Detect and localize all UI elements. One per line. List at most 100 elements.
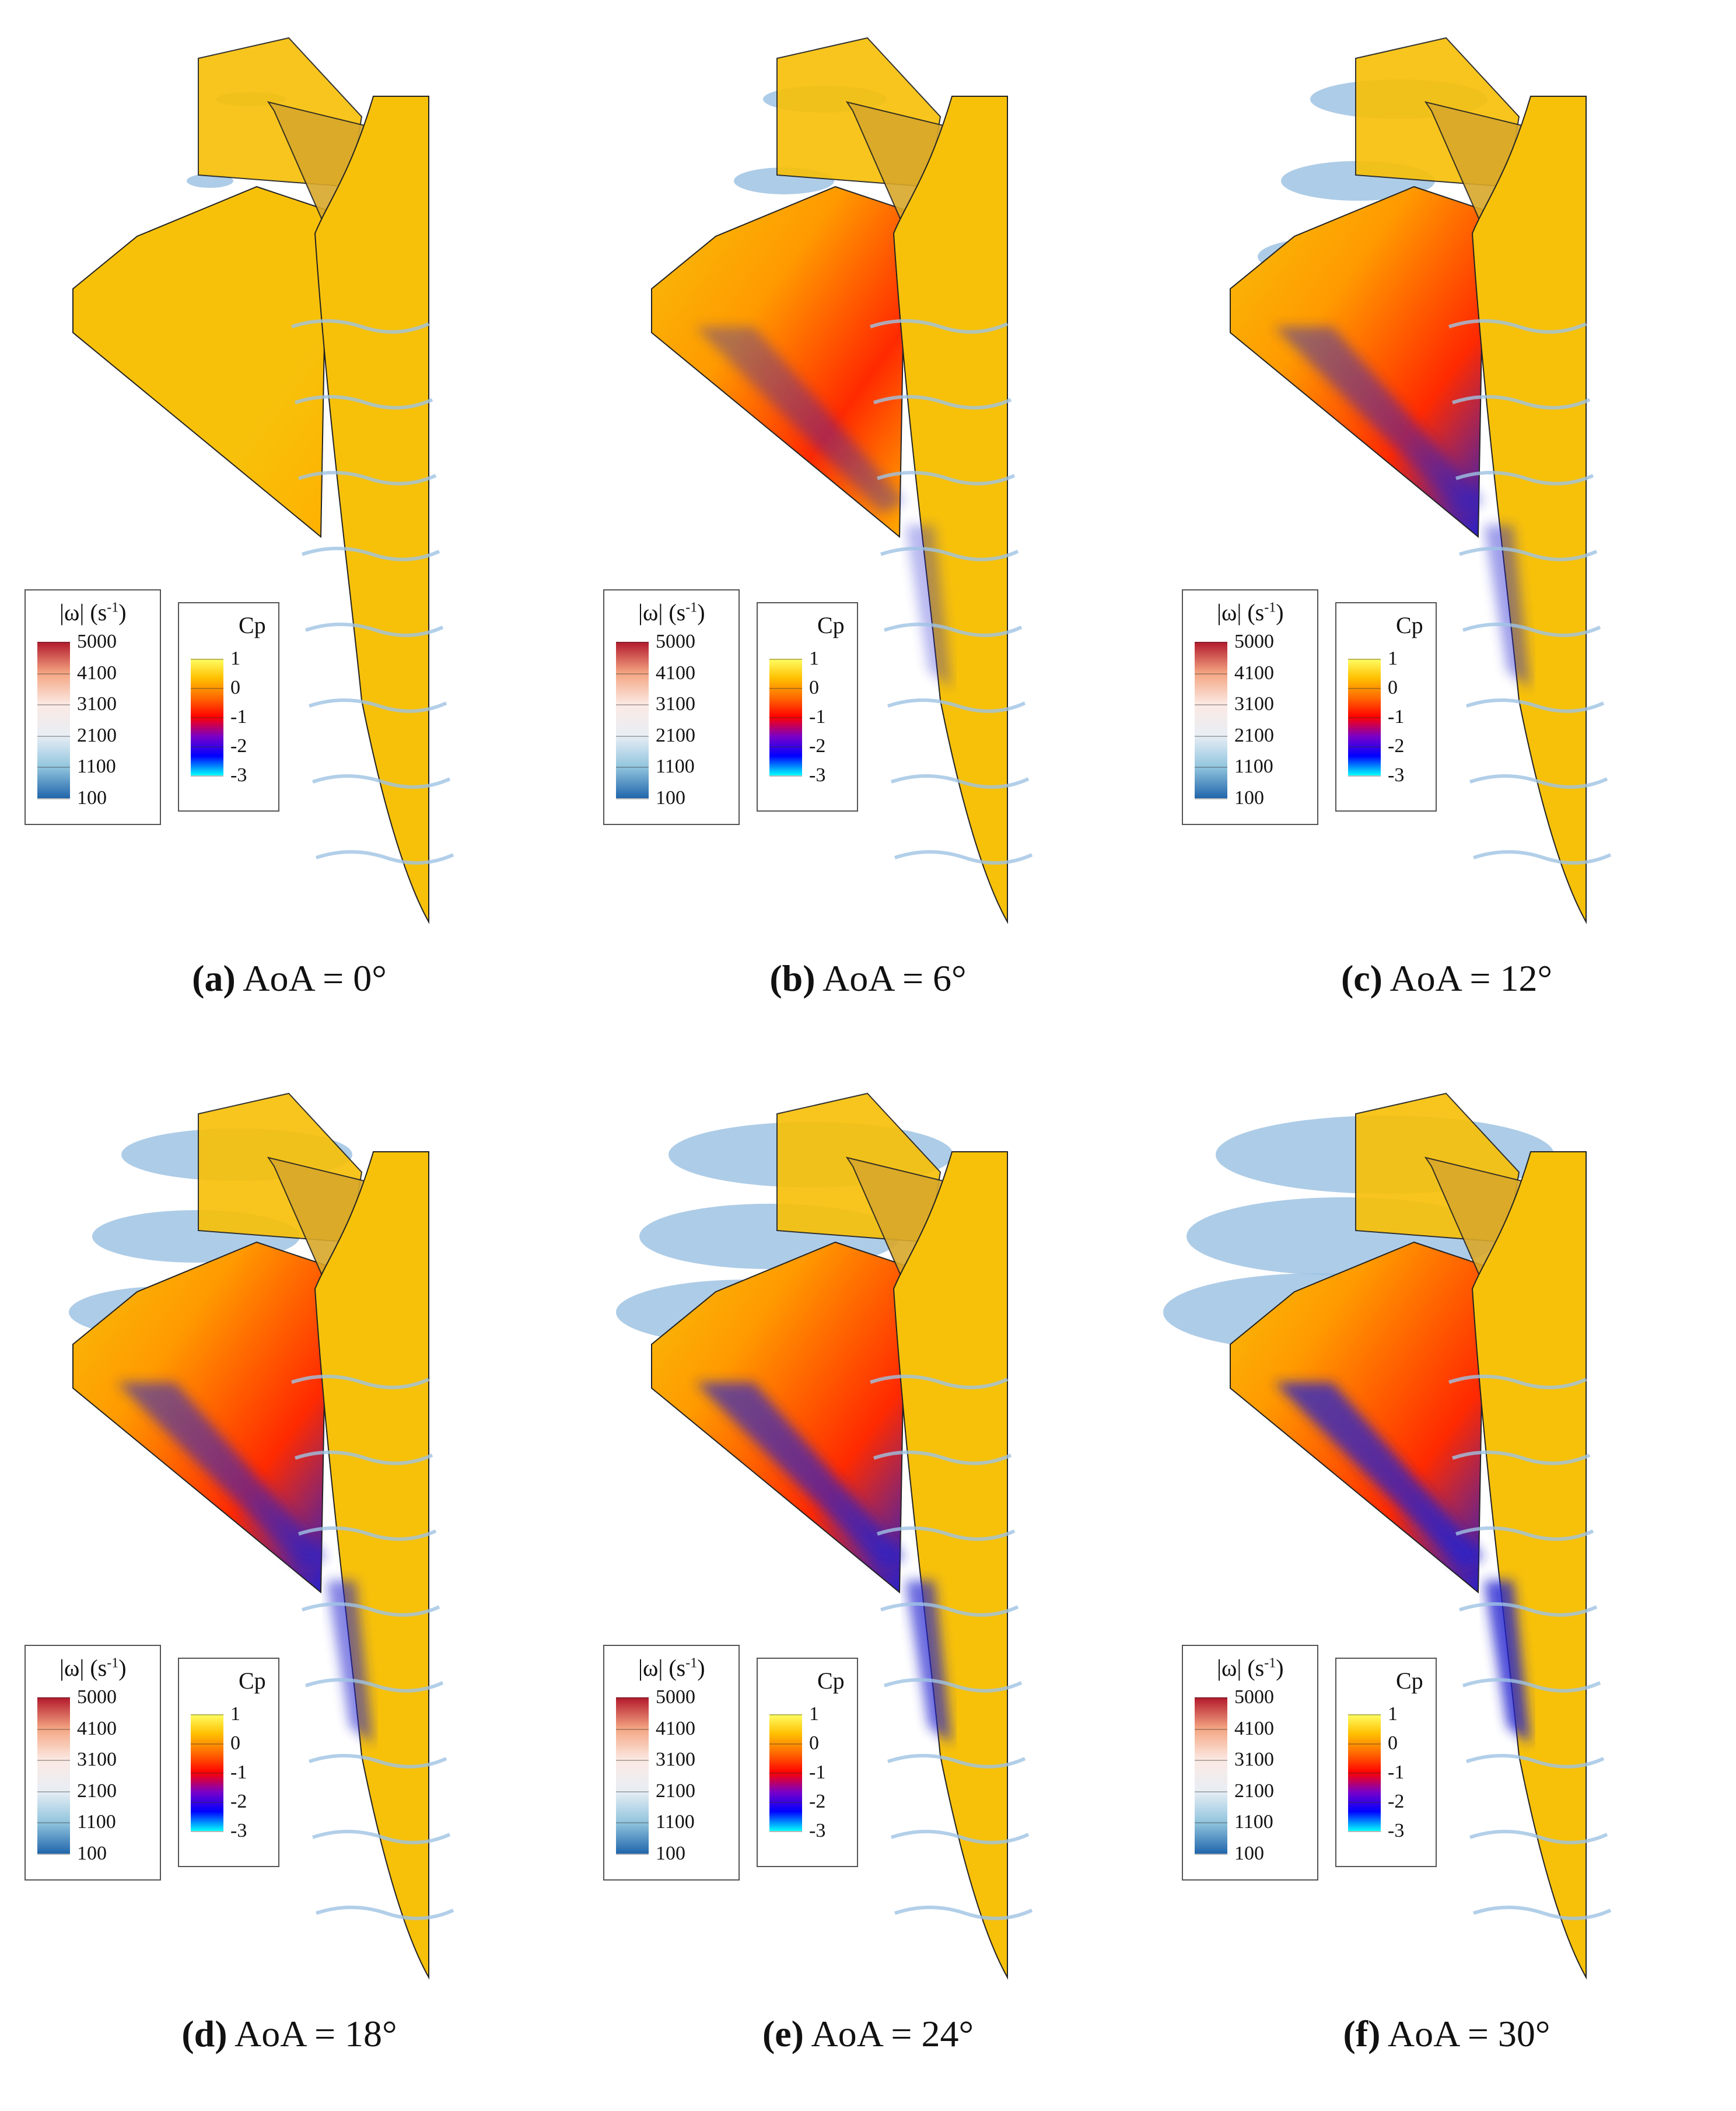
subfigure-label: AoA = 30° [1387, 2013, 1550, 2054]
colorbar-tick-label: -1 [230, 706, 247, 728]
colorbar-tick-label: 100 [656, 787, 685, 809]
vortex-trace [891, 1830, 1030, 1844]
colorbar-tick-label: 1100 [656, 1811, 695, 1833]
colorbar-tick-label: -2 [230, 1791, 247, 1812]
cp-legend: Cp 1 0 -1 -2 -3 [178, 602, 279, 812]
legend-title: |ω| (s-1) [638, 1655, 705, 1681]
fuselage-suction [1484, 525, 1531, 688]
vorticity-legend: |ω| (s-1) 5000 4100 3100 2100 1100 100 [24, 1645, 161, 1881]
legend-title: Cp [817, 1668, 845, 1694]
colorbar-tick-label: -1 [230, 1762, 247, 1783]
vortex-trace [316, 850, 454, 865]
colorbar-tick-label: -3 [1388, 764, 1405, 786]
colorbar-tick [1348, 1831, 1381, 1832]
colorbar-tick-label: -1 [809, 706, 826, 728]
fuselage [892, 96, 1008, 924]
colorbar-tick [1348, 688, 1381, 689]
colorbar-tick-label: -2 [809, 1791, 826, 1812]
colorbar-tick-label: -1 [1388, 706, 1405, 728]
colorbar-tick-label: 4100 [77, 1717, 117, 1739]
subfigure-caption: (a) AoA = 0° [0, 957, 579, 1000]
colorbar-tick-label: 2100 [656, 1780, 695, 1802]
vortex-trace [1462, 1678, 1601, 1693]
vortex-trace [873, 1451, 1012, 1465]
colorbar [769, 659, 802, 775]
colorbar-tick [1348, 659, 1381, 660]
subfigure-b: |ω| (s-1) 5000 4100 3100 2100 1100 100 Cp 1 0 -1 -2… [579, 0, 1157, 1056]
fuselage-suction [905, 1581, 952, 1744]
colorbar-tick [37, 673, 70, 674]
colorbar-tick-label: 4100 [1234, 1717, 1274, 1739]
cfd-rendering [1230, 37, 1612, 924]
colorbar-tick [1195, 1760, 1227, 1762]
colorbar-tick-label: 3100 [1234, 693, 1274, 715]
vortex-trace [1452, 1451, 1591, 1465]
colorbar-tick [616, 767, 649, 768]
vortex-trace [887, 1754, 1026, 1769]
colorbar-tick-label: 100 [77, 787, 107, 809]
colorbar-tick [1348, 775, 1381, 777]
colorbar [1348, 1714, 1381, 1831]
suction-region [695, 1382, 905, 1569]
colorbar-tick [769, 1831, 802, 1832]
colorbar-tick [616, 1760, 649, 1762]
colorbar-tick-label: 3100 [77, 693, 117, 715]
vortex-trace [1448, 319, 1587, 334]
colorbar-tick-label: -3 [1388, 1820, 1405, 1841]
colorbar-tick [1195, 704, 1227, 706]
colorbar-tick [1195, 1697, 1227, 1698]
vortex-trace [891, 774, 1030, 789]
colorbar-tick [1195, 673, 1227, 674]
colorbar-tick-label: 1100 [77, 1811, 116, 1833]
colorbar-tick-label: 4100 [656, 1717, 695, 1739]
subfigure-letter: (c) [1340, 957, 1382, 999]
subfigure-caption: (b) AoA = 6° [579, 957, 1157, 1000]
vortex-trace [887, 698, 1026, 713]
colorbar-tick [1348, 746, 1381, 747]
colorbar-tick-label: -3 [809, 1820, 826, 1841]
colorbar-tick [37, 798, 70, 799]
colorbar-tick [1195, 798, 1227, 799]
subfigure-label: AoA = 0° [243, 957, 387, 999]
colorbar-tick [37, 735, 70, 737]
colorbar-tick [37, 1760, 70, 1762]
vorticity-legend: |ω| (s-1) 5000 4100 3100 2100 1100 100 [1182, 589, 1318, 825]
subfigure-label: AoA = 18° [235, 2013, 397, 2054]
vortex-trace [877, 471, 1016, 485]
subfigure-label: AoA = 12° [1390, 957, 1553, 999]
cp-legend: Cp 1 0 -1 -2 -3 [757, 1658, 858, 1867]
vortex-trace [1448, 1375, 1587, 1389]
fuselage [892, 1151, 1008, 1980]
colorbar-tick-label: -2 [1388, 735, 1405, 757]
colorbar-tick-label: 0 [809, 1732, 819, 1754]
vortex-trace [302, 547, 440, 561]
vorticity-legend: |ω| (s-1) 5000 4100 3100 2100 1100 100 [603, 1645, 740, 1881]
colorbar-tick [191, 746, 223, 747]
fuselage [314, 1151, 429, 1980]
colorbar-tick [1348, 1714, 1381, 1715]
subfigure-e: |ω| (s-1) 5000 4100 3100 2100 1100 100 Cp 1 0 -1 -2… [579, 1056, 1157, 2111]
colorbar-tick-label: 2100 [77, 724, 117, 746]
vortex-trace [1455, 471, 1594, 485]
colorbar-tick-label: 2100 [1234, 1780, 1274, 1802]
subfigure-label: AoA = 6° [822, 957, 967, 999]
colorbar-tick-label: 2100 [77, 1780, 117, 1802]
subfigure-caption: (e) AoA = 24° [579, 2012, 1157, 2056]
colorbar-tick [616, 798, 649, 799]
colorbar-tick-label: 1100 [656, 756, 695, 778]
colorbar [37, 642, 70, 798]
colorbar-tick-label: 4100 [656, 662, 695, 684]
vortex-trace [291, 1375, 430, 1389]
colorbar-tick-label: 1 [230, 1703, 240, 1725]
vortex-trace [873, 395, 1012, 410]
colorbar [616, 1697, 649, 1854]
subfigure-d: |ω| (s-1) 5000 4100 3100 2100 1100 100 Cp 1 0 -1 -2… [0, 1056, 579, 2111]
colorbar-tick-label: 100 [77, 1843, 107, 1864]
colorbar-tick-label: 5000 [1234, 631, 1274, 652]
subfigure-letter: (f) [1343, 2013, 1381, 2054]
colorbar-tick-label: 5000 [77, 1686, 117, 1708]
main-wing [72, 186, 328, 539]
cp-legend: Cp 1 0 -1 -2 -3 [1335, 602, 1437, 812]
colorbar [37, 1697, 70, 1854]
fuselage [1471, 96, 1587, 924]
